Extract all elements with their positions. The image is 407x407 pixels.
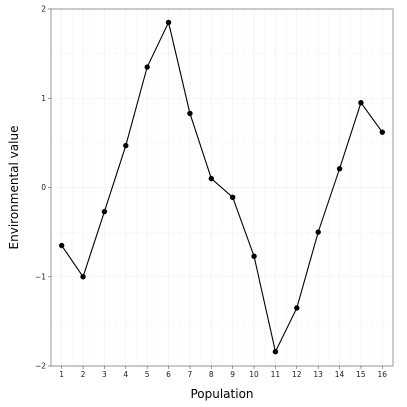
data-point [208,175,215,182]
data-point [187,110,193,117]
x-tick-label: 13 [313,370,323,379]
x-tick-label: 8 [209,370,214,379]
x-tick-label: 3 [102,370,107,379]
x-tick-label: 14 [335,370,345,379]
x-tick-label: 7 [188,370,193,379]
data-point [272,349,279,355]
y-tick-label: 0 [41,183,46,192]
data-point [80,274,86,280]
x-tick-label: 15 [356,370,366,379]
data-point [315,229,321,235]
x-tick-label: 10 [249,370,259,379]
y-tick-label: 1 [41,94,46,103]
x-tick-label: 11 [271,370,281,379]
data-point [336,166,343,172]
data-series [58,19,386,355]
x-axis-title: Population [190,387,253,401]
data-point [165,19,172,26]
y-tick-label: 2 [41,5,46,14]
x-tick-label: 9 [230,370,235,379]
data-point [358,100,364,106]
y-axis-title: Environmental value [7,126,21,250]
data-point [294,305,300,311]
data-point [101,208,108,215]
series-line [61,20,383,354]
data-point [379,129,386,135]
x-tick-label: 4 [123,370,128,379]
data-point [144,64,150,70]
y-tick-label: −1 [35,272,46,281]
x-tick-label: 6 [166,370,171,379]
data-point [229,194,236,201]
x-tick-label: 5 [145,370,150,379]
x-tick-label: 16 [378,370,388,379]
y-tick-label: −2 [35,362,46,371]
x-tick-label: 1 [59,370,64,379]
data-point [58,242,65,249]
data-point [123,142,129,149]
x-tick-label: 2 [81,370,86,379]
data-point [251,253,257,259]
x-tick-label: 12 [292,370,302,379]
